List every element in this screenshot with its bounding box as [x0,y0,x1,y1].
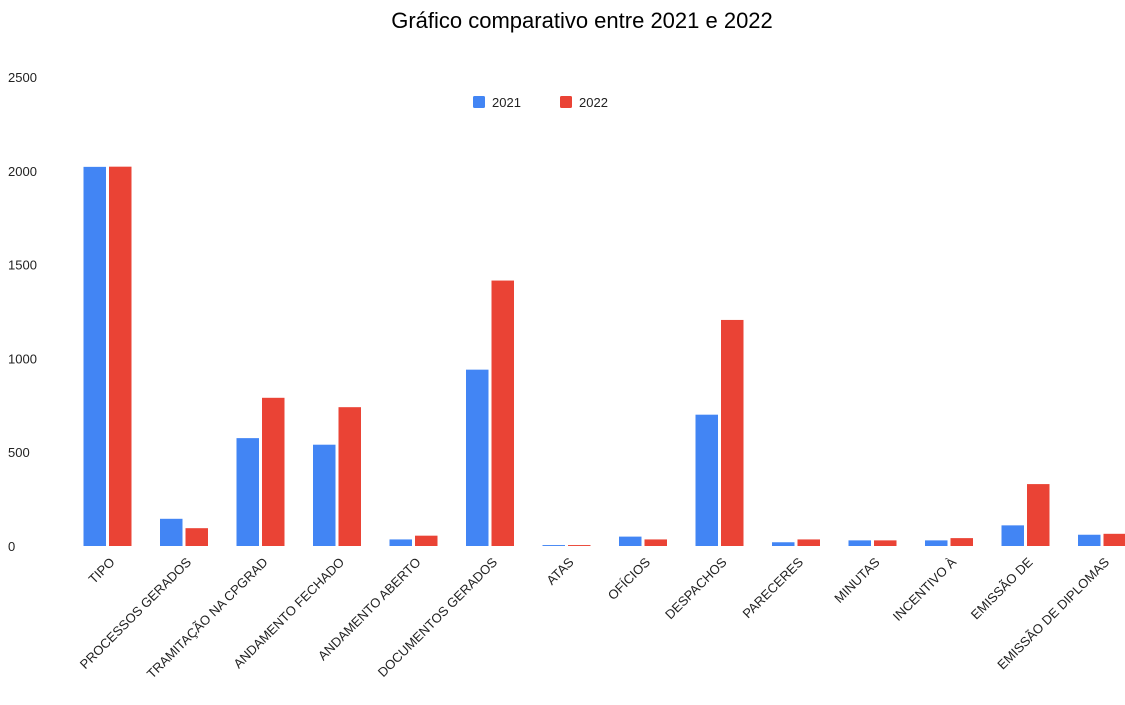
y-tick-label: 1000 [8,351,37,366]
bar-2022-9 [797,539,820,546]
bar-2022-10 [874,540,897,546]
x-tick-label: DESPACHOS [662,554,730,622]
bar-2022-2 [262,397,285,546]
bar-2022-7 [644,539,667,546]
legend-swatch-2021 [473,96,485,108]
bar-2022-4 [415,535,438,546]
bar-2021-0 [83,166,106,547]
bar-2021-5 [466,369,489,546]
bars [83,166,1125,547]
y-tick-label: 2000 [8,164,37,179]
bar-2021-10 [848,540,871,546]
bar-2021-9 [772,542,795,546]
bar-2021-12 [1001,525,1024,546]
bar-2022-8 [721,319,744,546]
bar-2021-2 [236,438,259,546]
bar-2021-11 [925,540,948,546]
x-tick-label: PARECERES [739,554,806,621]
legend: 2021 2022 [473,95,608,110]
y-tick-label: 1500 [8,258,37,273]
x-tick-label: TRAMITAÇÃO NA CPGRAD [144,555,271,682]
bar-2021-3 [313,444,336,546]
bar-2021-1 [160,518,183,546]
legend-label: 2021 [492,95,521,110]
bar-2022-5 [491,280,514,546]
x-tick-label: INCENTIVO À [890,554,960,624]
x-tick-label: EMISSÃO DE [968,554,1036,622]
bar-2021-8 [695,414,718,546]
x-tick-label: MINUTAS [831,554,883,606]
bar-2022-11 [950,538,973,546]
chart-title: Gráfico comparativo entre 2021 e 2022 [391,8,773,33]
y-tick-label: 2500 [8,70,37,85]
bar-2022-6 [568,545,591,546]
bar-2022-12 [1027,484,1050,546]
legend-swatch-2022 [560,96,572,108]
legend-label: 2022 [579,95,608,110]
bar-2022-3 [338,407,361,546]
bar-2022-1 [185,528,208,546]
bar-2021-4 [389,539,412,546]
y-tick-label: 0 [8,539,15,554]
bar-2022-13 [1103,533,1125,546]
x-tick-label: TIPO [86,555,118,587]
x-tick-label: ATAS [543,554,576,587]
y-axis: 0 500 1000 1500 2000 2500 [8,70,37,554]
y-tick-label: 500 [8,445,30,460]
x-tick-label: OFÍCIOS [605,554,654,603]
bar-2021-13 [1078,534,1101,546]
bar-2021-6 [542,545,565,546]
bar-2022-0 [109,166,132,547]
bar-2021-7 [619,536,642,546]
